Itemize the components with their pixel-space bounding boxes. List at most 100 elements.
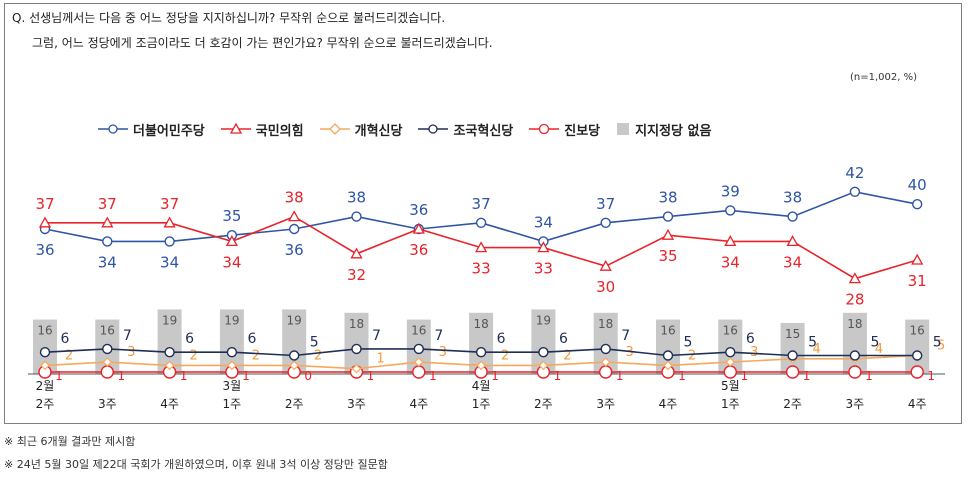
series-2-label-7: 2 <box>501 348 509 363</box>
series-4-label-7: 1 <box>491 369 499 383</box>
legend-line-circle-icon <box>98 124 128 134</box>
series-2-label-6: 3 <box>439 345 447 360</box>
series-0-point-14 <box>912 198 923 210</box>
series-1-point-1 <box>101 216 114 228</box>
series-4-label-12: 1 <box>803 369 811 383</box>
series-0-label-5: 38 <box>347 189 366 207</box>
legend-line-circle-dark-icon <box>418 124 449 134</box>
series-3-label-12: 5 <box>808 335 817 351</box>
series-4-label-14: 1 <box>927 369 935 383</box>
series-1-point-7 <box>474 241 488 253</box>
legend-label-rebuilding: 조국혁신당 <box>453 123 514 139</box>
legend-label-none: 지지정당 없음 <box>635 123 712 139</box>
series-2-point-1 <box>102 357 113 367</box>
series-0-point-10 <box>662 211 674 222</box>
legend-label-reform: 개혁신당 <box>354 123 403 139</box>
series-1-point-13 <box>848 272 862 284</box>
x-label-week-8: 2주 <box>534 397 553 411</box>
series-3-label-4: 5 <box>310 335 319 351</box>
series-1-label-13: 28 <box>845 291 864 309</box>
series-3-label-7: 6 <box>497 331 506 347</box>
series-2-point-10 <box>663 360 673 371</box>
series-3-point-5 <box>351 343 362 355</box>
x-label-month-7: 4월 <box>472 379 491 393</box>
bar-label-none-6: 16 <box>411 324 426 338</box>
bar-label-none-14: 16 <box>910 324 925 338</box>
question-line-1: Q. 선생님께서는 다음 중 어느 정당을 지지하십니까? 무작위 순으로 불러… <box>12 11 446 25</box>
series-4-point-1 <box>100 365 115 379</box>
x-label-week-3: 1주 <box>223 397 242 411</box>
bar-label-none-13: 18 <box>847 317 862 331</box>
series-2-point-9 <box>600 357 611 367</box>
series-4-label-1: 1 <box>117 369 125 383</box>
series-0-label-2: 34 <box>160 253 179 271</box>
series-3-point-11 <box>725 347 736 358</box>
series-3-point-1 <box>102 343 113 355</box>
series-2-label-0: 2 <box>65 348 73 363</box>
series-3-label-9: 7 <box>621 328 630 344</box>
series-1-label-5: 32 <box>347 266 366 284</box>
series-3-label-0: 6 <box>61 331 70 347</box>
legend-line-diamond-icon <box>319 123 350 135</box>
series-3-label-1: 7 <box>123 328 132 344</box>
series-1-label-11: 34 <box>721 253 740 271</box>
series-1-label-12: 34 <box>783 253 802 271</box>
bar-label-none-3: 19 <box>224 313 239 327</box>
series-3-label-8: 6 <box>559 331 568 347</box>
series-0-point-7 <box>475 217 487 229</box>
series-3-label-3: 6 <box>247 331 256 347</box>
x-label-week-1: 3주 <box>98 397 117 411</box>
series-0-point-5 <box>351 211 362 222</box>
footnote-1: ※ 최근 6개월 결과만 제시함 <box>4 435 136 448</box>
series-0-point-9 <box>600 217 611 229</box>
series-3-label-14: 5 <box>933 335 942 351</box>
series-3-label-5: 7 <box>372 328 381 344</box>
x-label-week-6: 4주 <box>409 397 428 411</box>
series-2-point-7 <box>476 360 486 371</box>
legend-label-minjoo: 더불어민주당 <box>133 123 205 139</box>
series-1-point-3 <box>225 235 239 247</box>
series-0-point-11 <box>725 205 736 216</box>
bar-label-none-8: 19 <box>536 313 551 327</box>
bar-label-none-1: 16 <box>100 324 115 338</box>
series-0-label-0: 36 <box>35 241 54 259</box>
series-4-point-11 <box>723 365 737 379</box>
chart-frame <box>4 3 962 424</box>
series-2-label-11: 3 <box>750 345 758 360</box>
series-2-point-2 <box>164 360 175 371</box>
series-0-label-14: 40 <box>908 176 927 194</box>
series-1-label-6: 36 <box>409 241 428 259</box>
bar-label-none-5: 18 <box>349 317 364 331</box>
series-4-label-0: 1 <box>55 369 63 383</box>
x-label-week-11: 1주 <box>721 397 740 411</box>
series-2-point-6 <box>413 357 424 367</box>
series-3-point-0 <box>39 347 51 358</box>
series-0-label-7: 37 <box>472 195 491 213</box>
series-2-point-11 <box>725 357 736 367</box>
series-4-label-5: 1 <box>367 369 375 383</box>
series-4-point-14 <box>910 365 924 379</box>
bar-label-none-9: 18 <box>598 317 613 331</box>
series-2-label-2: 2 <box>189 348 197 363</box>
series-0-label-9: 37 <box>596 195 615 213</box>
legend-item-rebuilding: 조국혁신당 <box>418 120 513 139</box>
series-1-label-1: 37 <box>98 195 117 213</box>
series-0-label-8: 34 <box>534 213 553 231</box>
legend-item-progressive: 진보당 <box>529 120 600 139</box>
series-4-label-13: 1 <box>865 369 873 383</box>
series-3-point-3 <box>226 347 238 358</box>
series-2-point-5 <box>351 363 362 374</box>
series-1-point-14 <box>911 253 924 265</box>
legend-item-none: 지지정당 없음 <box>616 120 711 139</box>
series-1-label-14: 31 <box>908 272 927 290</box>
series-1-label-0: 37 <box>35 195 54 213</box>
series-4-point-9 <box>599 365 613 379</box>
footnote-2: ※ 24년 5월 30일 제22대 국회가 개원하였으며, 이후 원내 3석 이… <box>4 458 388 471</box>
series-1-label-3: 34 <box>222 253 241 271</box>
bar-none-14 <box>905 319 930 374</box>
legend-label-progressive: 진보당 <box>564 123 601 139</box>
series-4-label-4: 0 <box>304 369 312 383</box>
bar-label-none-12: 15 <box>785 327 800 341</box>
series-2-point-4 <box>289 360 300 371</box>
